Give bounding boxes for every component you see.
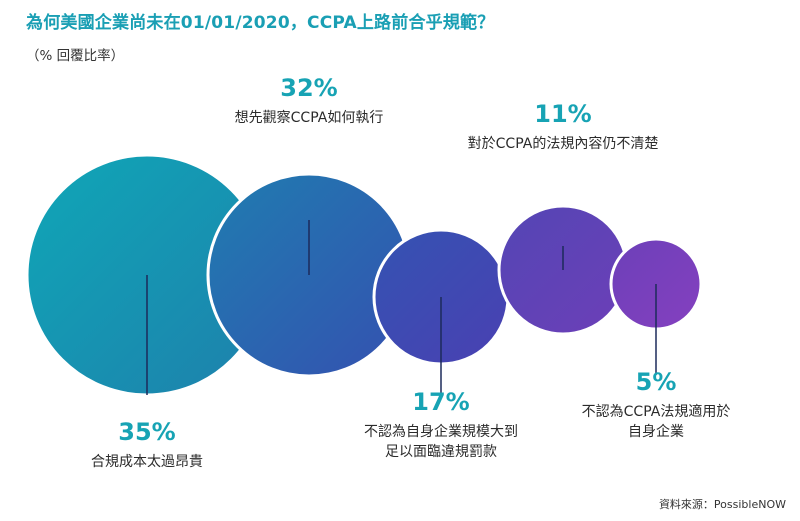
bubble-label-1-line-1: 合規成本太過昂貴 — [91, 454, 203, 470]
bubble-label-3-line-2: 足以面臨違規罰款 — [385, 444, 497, 460]
bubble-value-4: 11% — [534, 100, 591, 128]
bubble-value-1: 35% — [118, 418, 175, 446]
bubble-value-2: 32% — [280, 74, 337, 102]
bubble-label-4-line-1: 對於CCPA的法規內容仍不清楚 — [468, 135, 659, 152]
bubble-label-5-line-1: 不認為CCPA法規適用於 — [582, 403, 731, 420]
source-note: 資料來源：PossibleNOW — [658, 498, 786, 511]
bubble-label-2-line-1: 想先觀察CCPA如何執行 — [235, 109, 384, 126]
bubble-value-5: 5% — [636, 368, 677, 396]
bubble-label-3-line-1: 不認為自身企業規模大到 — [364, 423, 518, 440]
chart-title: 為何美國企業尚未在01/01/2020，CCPA上路前合乎規範？ — [26, 13, 495, 33]
bubble-label-5-line-2: 自身企業 — [628, 423, 684, 440]
chart-subtitle: （% 回覆比率） — [26, 48, 125, 64]
bubble-value-3: 17% — [412, 388, 469, 416]
